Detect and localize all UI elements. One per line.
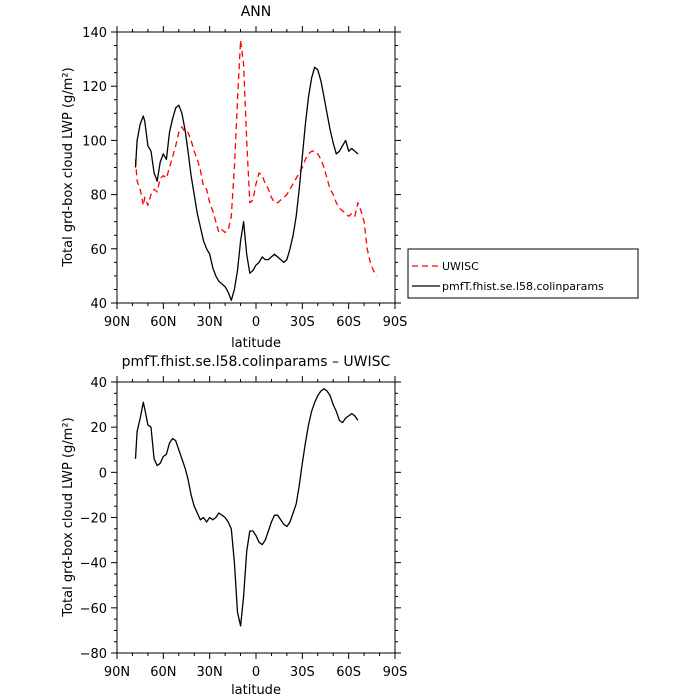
bottom-x-tick-label: 90S (383, 665, 408, 680)
top-series-line-0 (134, 39, 378, 277)
top-y-tick-label: 80 (90, 189, 107, 204)
bottom-y-tick-label: 20 (90, 421, 107, 436)
bottom-chart-x-axis-label: latitude (231, 683, 281, 698)
top-x-tick-label: 60N (150, 315, 176, 330)
bottom-chart-y-axis-label: Total grd-box cloud LWP (g/m²) (61, 417, 76, 617)
bottom-y-tick-label: −80 (80, 647, 107, 662)
bottom-y-tick-label: −20 (80, 512, 107, 527)
bottom-x-tick-label: 90N (104, 665, 130, 680)
bottom-chart-ticks: 90N 60N 30N 0 30S 60S 90S −80 −60 −40 −20 0 20 40 (80, 376, 408, 680)
top-y-tick-label: 100 (82, 134, 107, 149)
bottom-y-tick-label: −40 (80, 557, 107, 572)
top-chart-panel: ANN 90N 60N 30N 0 30S 60S 90S 40 60 80 100 120 140 l… (61, 4, 407, 351)
bottom-chart-series (134, 388, 359, 627)
bottom-chart-panel: pmfT.fhist.se.l58.colinparams – UWISC 90… (61, 354, 407, 698)
top-x-tick-label: 30N (197, 315, 223, 330)
top-series-line-1 (134, 66, 359, 301)
top-y-tick-label: 40 (90, 297, 107, 312)
bottom-x-tick-label: 30S (290, 665, 315, 680)
top-x-tick-label: 0 (252, 315, 260, 330)
bottom-x-tick-label: 60N (150, 665, 176, 680)
top-x-tick-label: 30S (290, 315, 315, 330)
top-chart-y-axis-label: Total grd-box cloud LWP (g/m²) (61, 67, 76, 267)
bottom-series-line-0 (134, 388, 359, 627)
bottom-x-tick-label: 0 (252, 665, 260, 680)
top-x-tick-label: 90S (383, 315, 408, 330)
bottom-x-tick-label: 60S (336, 665, 361, 680)
bottom-y-tick-label: 0 (99, 466, 107, 481)
legend-label-model: pmfT.fhist.se.l58.colinparams (442, 280, 604, 293)
top-y-tick-label: 60 (90, 243, 107, 258)
top-chart-series (134, 39, 378, 301)
top-y-tick-label: 120 (82, 80, 107, 95)
bottom-chart-frame (116, 381, 396, 654)
top-chart-legend: UWISC pmfT.fhist.se.l58.colinparams (407, 248, 639, 299)
legend-box (407, 248, 639, 299)
top-chart-x-axis-label: latitude (231, 336, 281, 351)
bottom-x-tick-label: 30N (197, 665, 223, 680)
top-x-tick-label: 90N (104, 315, 130, 330)
legend-label-uwisc: UWISC (442, 260, 479, 273)
bottom-y-tick-label: −60 (80, 602, 107, 617)
bottom-chart-title: pmfT.fhist.se.l58.colinparams – UWISC (122, 354, 391, 370)
top-x-tick-label: 60S (336, 315, 361, 330)
top-chart-ticks: 90N 60N 30N 0 30S 60S 90S 40 60 80 100 120 140 (82, 26, 407, 330)
top-y-tick-label: 140 (82, 26, 107, 41)
top-chart-title: ANN (241, 4, 272, 20)
bottom-y-tick-label: 40 (90, 376, 107, 391)
